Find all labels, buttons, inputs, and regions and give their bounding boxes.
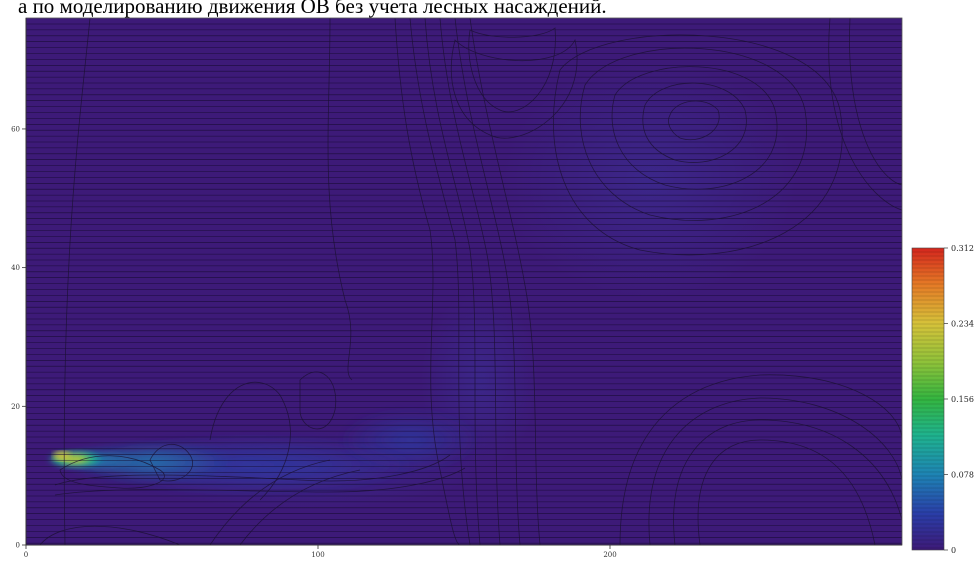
x-tick-label: 100 xyxy=(311,551,324,559)
x-tick-label: 0 xyxy=(24,551,28,559)
colorbar-ticks: 0 0.078 0.156 0.234 0.312 xyxy=(944,244,974,555)
colorbar-bands xyxy=(912,251,944,549)
y-tick-label: 40 xyxy=(11,264,20,272)
colorbar-tick-label: 0.312 xyxy=(951,244,974,253)
x-tick-label: 200 xyxy=(603,551,616,559)
colorbar-tick-label: 0 xyxy=(951,546,956,555)
y-axis-ticks: 0 20 40 60 xyxy=(11,125,26,550)
colorbar-tick-label: 0.234 xyxy=(951,320,974,329)
colorbar-gradient xyxy=(912,248,944,550)
colorbar-tick-label: 0.156 xyxy=(951,395,974,404)
y-tick-label: 60 xyxy=(11,125,20,133)
grid-contour-lines xyxy=(26,23,902,544)
y-tick-label: 0 xyxy=(16,542,20,550)
x-axis-ticks: 0 100 200 xyxy=(24,545,617,559)
y-tick-label: 20 xyxy=(11,403,20,411)
colorbar-tick-label: 0.078 xyxy=(951,471,974,480)
isoline-contours xyxy=(39,18,902,545)
colorbar: 0 0.078 0.156 0.234 0.312 xyxy=(911,244,974,555)
figure-caption: а по моделированию движения ОВ без учета… xyxy=(18,0,607,18)
concentration-field xyxy=(47,60,800,510)
